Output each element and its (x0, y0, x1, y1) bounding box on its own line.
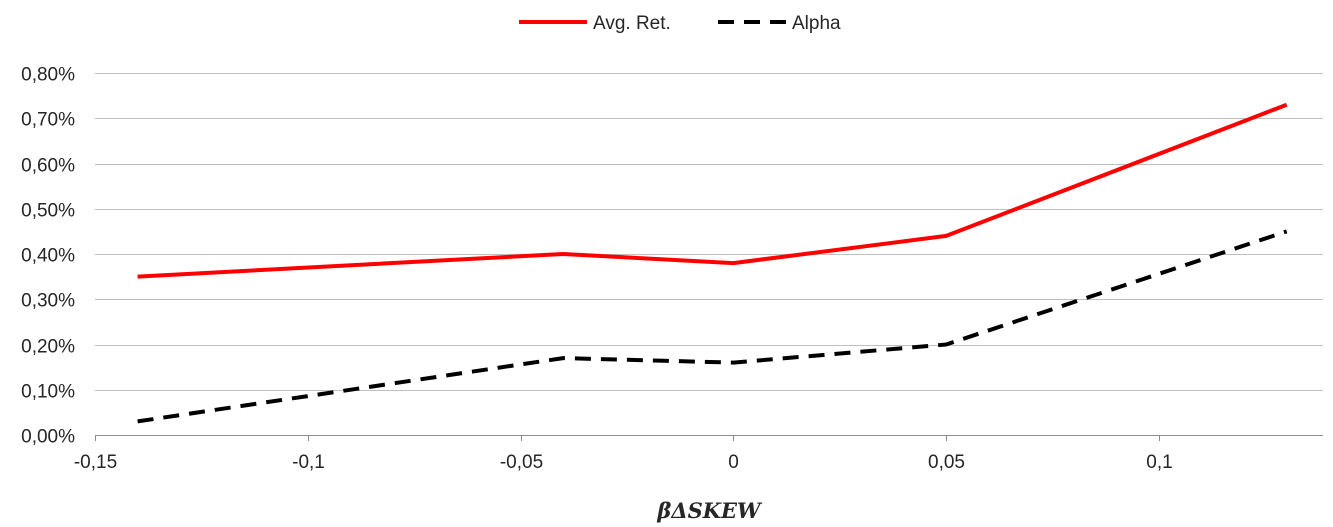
x-tick-label: -0,05 (500, 452, 543, 473)
y-tick-label: 0,10% (21, 382, 75, 403)
y-tick-label: 0,50% (21, 201, 75, 222)
series-line-alpha (137, 229, 1288, 424)
legend-label: Alpha (792, 13, 841, 34)
y-axis-tick-labels: 0,00% 0,10% 0,20% 0,30% 0,40% 0,50% 0,60% 0,70%… (21, 65, 75, 448)
y-tick-label: 0,70% (21, 110, 75, 131)
x-tick-label: -0,1 (292, 452, 325, 473)
y-tick-label: 0,60% (21, 156, 75, 177)
y-tick-label: 0,20% (21, 337, 75, 358)
series-lines (137, 102, 1288, 424)
x-tick-label: 0,05 (928, 452, 965, 473)
x-tick-label: 0,1 (1146, 452, 1172, 473)
legend-label: Avg. Ret. (593, 13, 671, 34)
series-line-avg-ret (137, 102, 1288, 279)
y-tick-label: 0,30% (21, 291, 75, 312)
y-tick-label: 0,00% (21, 427, 75, 448)
x-axis-tick-labels: -0,15 -0,1 -0,05 0 0,05 0,1 (74, 435, 1173, 473)
x-tick-label: 0 (728, 452, 739, 473)
y-tick-label: 0,80% (21, 65, 75, 86)
y-tick-label: 0,40% (21, 246, 75, 267)
x-axis-title: βΔSKEW (656, 498, 763, 523)
x-tick-label: -0,15 (74, 452, 117, 473)
legend: Avg. Ret. Alpha (519, 13, 841, 34)
gridlines (95, 73, 1323, 436)
